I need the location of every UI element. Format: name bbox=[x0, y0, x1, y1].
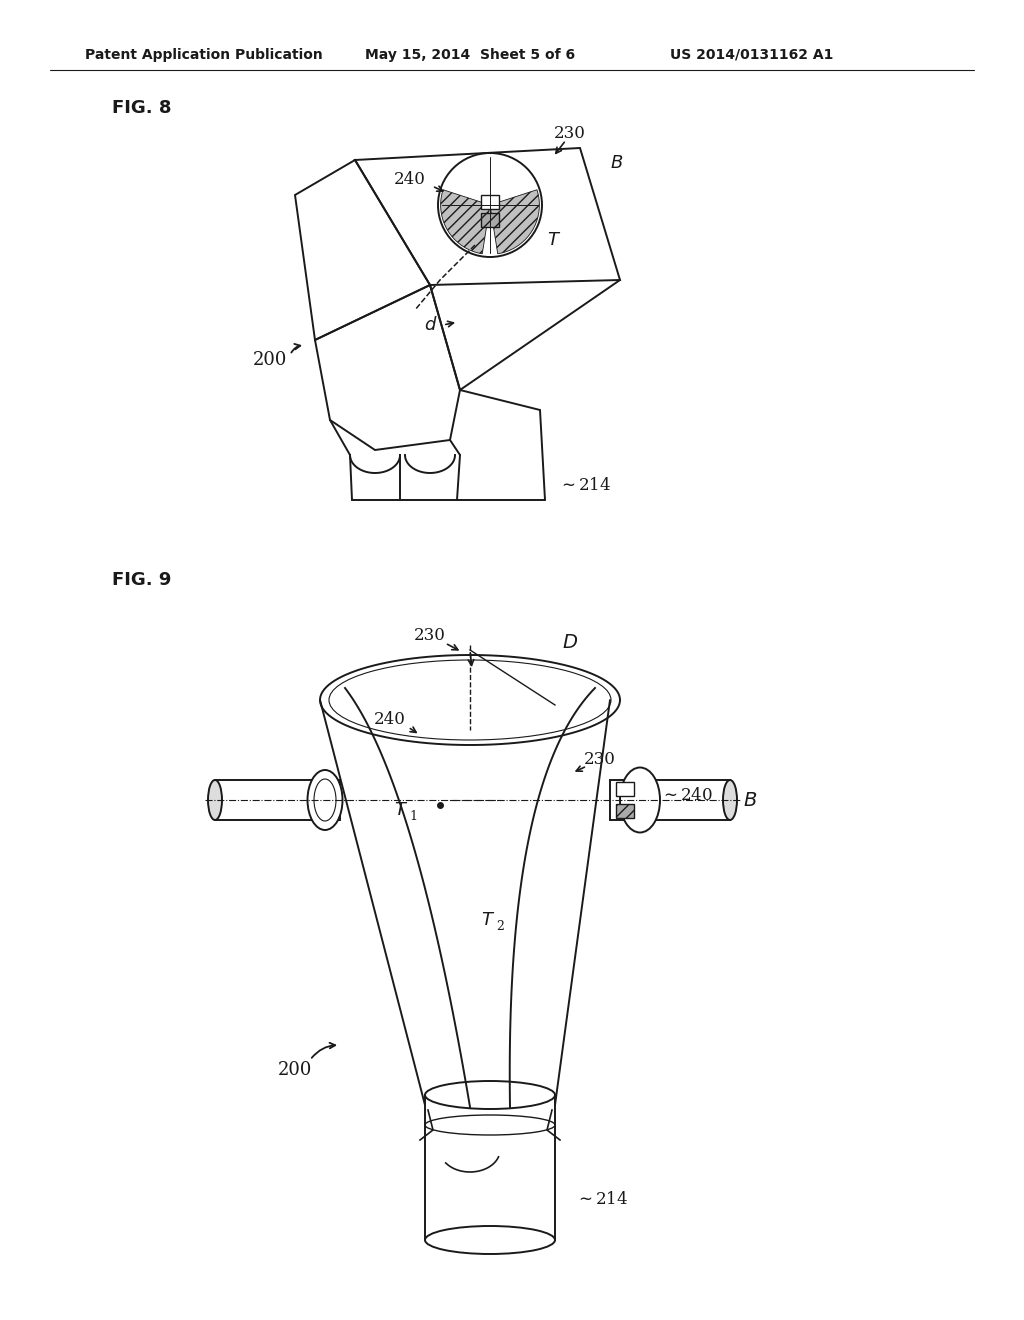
Text: 240: 240 bbox=[374, 711, 406, 729]
Bar bbox=[215, 780, 340, 820]
Polygon shape bbox=[490, 190, 540, 253]
Text: $\sim$240: $\sim$240 bbox=[660, 787, 713, 804]
Text: 230: 230 bbox=[584, 751, 616, 768]
Text: $\sim$214: $\sim$214 bbox=[558, 477, 611, 494]
Text: $\sim$214: $\sim$214 bbox=[575, 1192, 629, 1209]
Ellipse shape bbox=[314, 779, 336, 821]
Bar bbox=[616, 804, 634, 818]
Text: May 15, 2014  Sheet 5 of 6: May 15, 2014 Sheet 5 of 6 bbox=[365, 48, 575, 62]
Text: Patent Application Publication: Patent Application Publication bbox=[85, 48, 323, 62]
Polygon shape bbox=[440, 190, 490, 253]
Ellipse shape bbox=[307, 770, 342, 830]
Bar bbox=[481, 195, 499, 209]
Text: 200: 200 bbox=[278, 1061, 312, 1078]
Text: T: T bbox=[481, 911, 493, 929]
Text: 230: 230 bbox=[414, 627, 445, 644]
Text: 230: 230 bbox=[554, 124, 586, 141]
Ellipse shape bbox=[723, 780, 737, 820]
Text: B: B bbox=[610, 154, 624, 172]
Bar bbox=[481, 213, 499, 227]
Ellipse shape bbox=[620, 767, 660, 833]
Text: 2: 2 bbox=[496, 920, 504, 932]
Bar bbox=[610, 780, 730, 820]
Text: D: D bbox=[562, 634, 578, 652]
Text: FIG. 9: FIG. 9 bbox=[112, 572, 171, 589]
Bar bbox=[616, 781, 634, 796]
Text: 240: 240 bbox=[394, 172, 426, 189]
Text: T: T bbox=[394, 801, 406, 818]
Ellipse shape bbox=[425, 1081, 555, 1109]
Text: B: B bbox=[743, 791, 757, 809]
Text: 1: 1 bbox=[409, 809, 417, 822]
Text: US 2014/0131162 A1: US 2014/0131162 A1 bbox=[670, 48, 834, 62]
Text: T: T bbox=[548, 231, 558, 249]
Ellipse shape bbox=[208, 780, 222, 820]
Text: FIG. 8: FIG. 8 bbox=[112, 99, 171, 117]
Text: 200: 200 bbox=[253, 351, 287, 370]
Text: d: d bbox=[424, 315, 435, 334]
